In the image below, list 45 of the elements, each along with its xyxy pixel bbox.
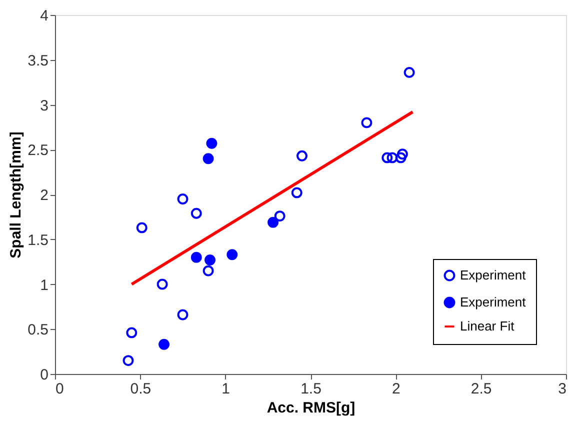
point bbox=[177, 194, 188, 204]
x-tick-label: 0.5 bbox=[130, 380, 152, 398]
point bbox=[382, 152, 393, 164]
x-axis-title: Acc. RMS[g] bbox=[266, 400, 356, 416]
legend-label: Linear Fit bbox=[460, 318, 515, 334]
x-tick-label: 0 bbox=[56, 380, 64, 398]
point bbox=[206, 138, 218, 149]
point bbox=[395, 152, 406, 164]
y-tick-label: 2.5 bbox=[28, 142, 48, 160]
point bbox=[177, 309, 188, 320]
y-tick-label: 3 bbox=[40, 97, 48, 114]
y-tick-label: 0.5 bbox=[28, 322, 48, 339]
point bbox=[190, 208, 202, 219]
y-tick-label: 2 bbox=[40, 187, 48, 204]
legend-label: Experiment bbox=[460, 268, 526, 282]
point bbox=[202, 153, 214, 164]
x-tick-label: 3 bbox=[558, 380, 566, 398]
point bbox=[226, 249, 238, 260]
point bbox=[291, 187, 302, 198]
x-tick-label: 2.5 bbox=[470, 380, 492, 398]
x-tick-label: 2 bbox=[392, 380, 400, 398]
point bbox=[204, 254, 216, 266]
y-tick-label: 0 bbox=[40, 366, 48, 384]
legend-label: Experiment bbox=[460, 294, 526, 310]
x-tick-label: 1.5 bbox=[300, 380, 322, 398]
point bbox=[404, 66, 415, 78]
point bbox=[397, 148, 408, 160]
point bbox=[268, 216, 278, 228]
y-tick-label: 4 bbox=[40, 8, 48, 24]
point bbox=[158, 338, 170, 350]
point bbox=[190, 252, 202, 263]
point bbox=[126, 327, 138, 338]
x-tick-label: 1 bbox=[222, 380, 230, 398]
y-tick-label: 1 bbox=[40, 276, 48, 294]
point bbox=[156, 278, 168, 290]
y-axis-title: Spall Length[mm] bbox=[8, 132, 25, 258]
point bbox=[274, 210, 286, 222]
y-tick-label: 3.5 bbox=[28, 52, 48, 70]
point bbox=[136, 222, 148, 234]
point bbox=[122, 355, 134, 366]
point bbox=[386, 152, 398, 164]
y-tick-label: 1.5 bbox=[28, 232, 48, 249]
point bbox=[296, 150, 308, 162]
point bbox=[202, 265, 214, 276]
point bbox=[361, 117, 372, 128]
